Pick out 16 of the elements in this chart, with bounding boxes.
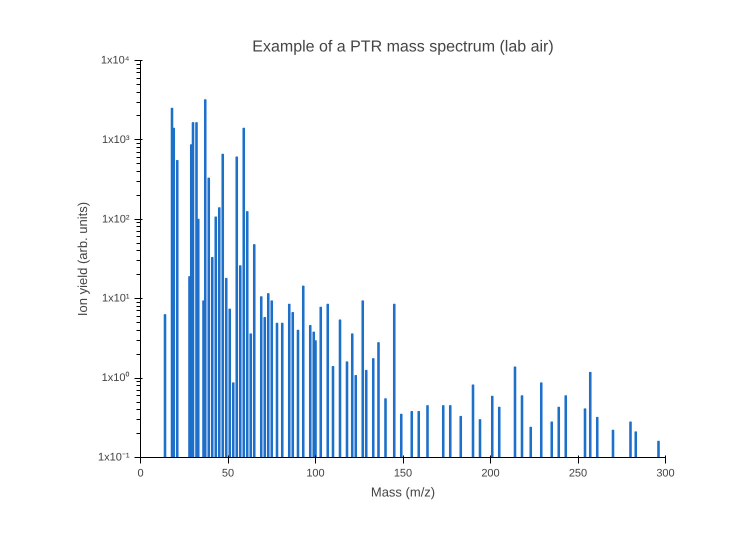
- x-tick-label: 200: [481, 468, 500, 480]
- y-tick-label: 1x10³: [102, 134, 130, 146]
- x-axis-title: Mass (m/z): [370, 484, 436, 500]
- y-tick-label: 1x10⁰: [102, 371, 130, 384]
- y-tick-label: 1x10⁻¹: [98, 452, 130, 464]
- y-tick-label: 1x10²: [102, 213, 130, 226]
- y-axis-title: Ion yield (arb. units): [74, 202, 90, 316]
- x-tick-label: 50: [222, 468, 234, 480]
- x-tick-label: 300: [656, 468, 675, 480]
- x-tick-label: 100: [306, 468, 325, 480]
- x-tick-label: 250: [568, 468, 588, 480]
- x-tick-label: 0: [137, 468, 144, 480]
- x-tick-label: 150: [394, 468, 412, 480]
- chart-title: Example of a PTR mass spectrum (lab air): [252, 38, 554, 56]
- y-tick-label: 1x10⁴: [100, 54, 130, 66]
- y-tick-label: 1x10¹: [102, 292, 130, 305]
